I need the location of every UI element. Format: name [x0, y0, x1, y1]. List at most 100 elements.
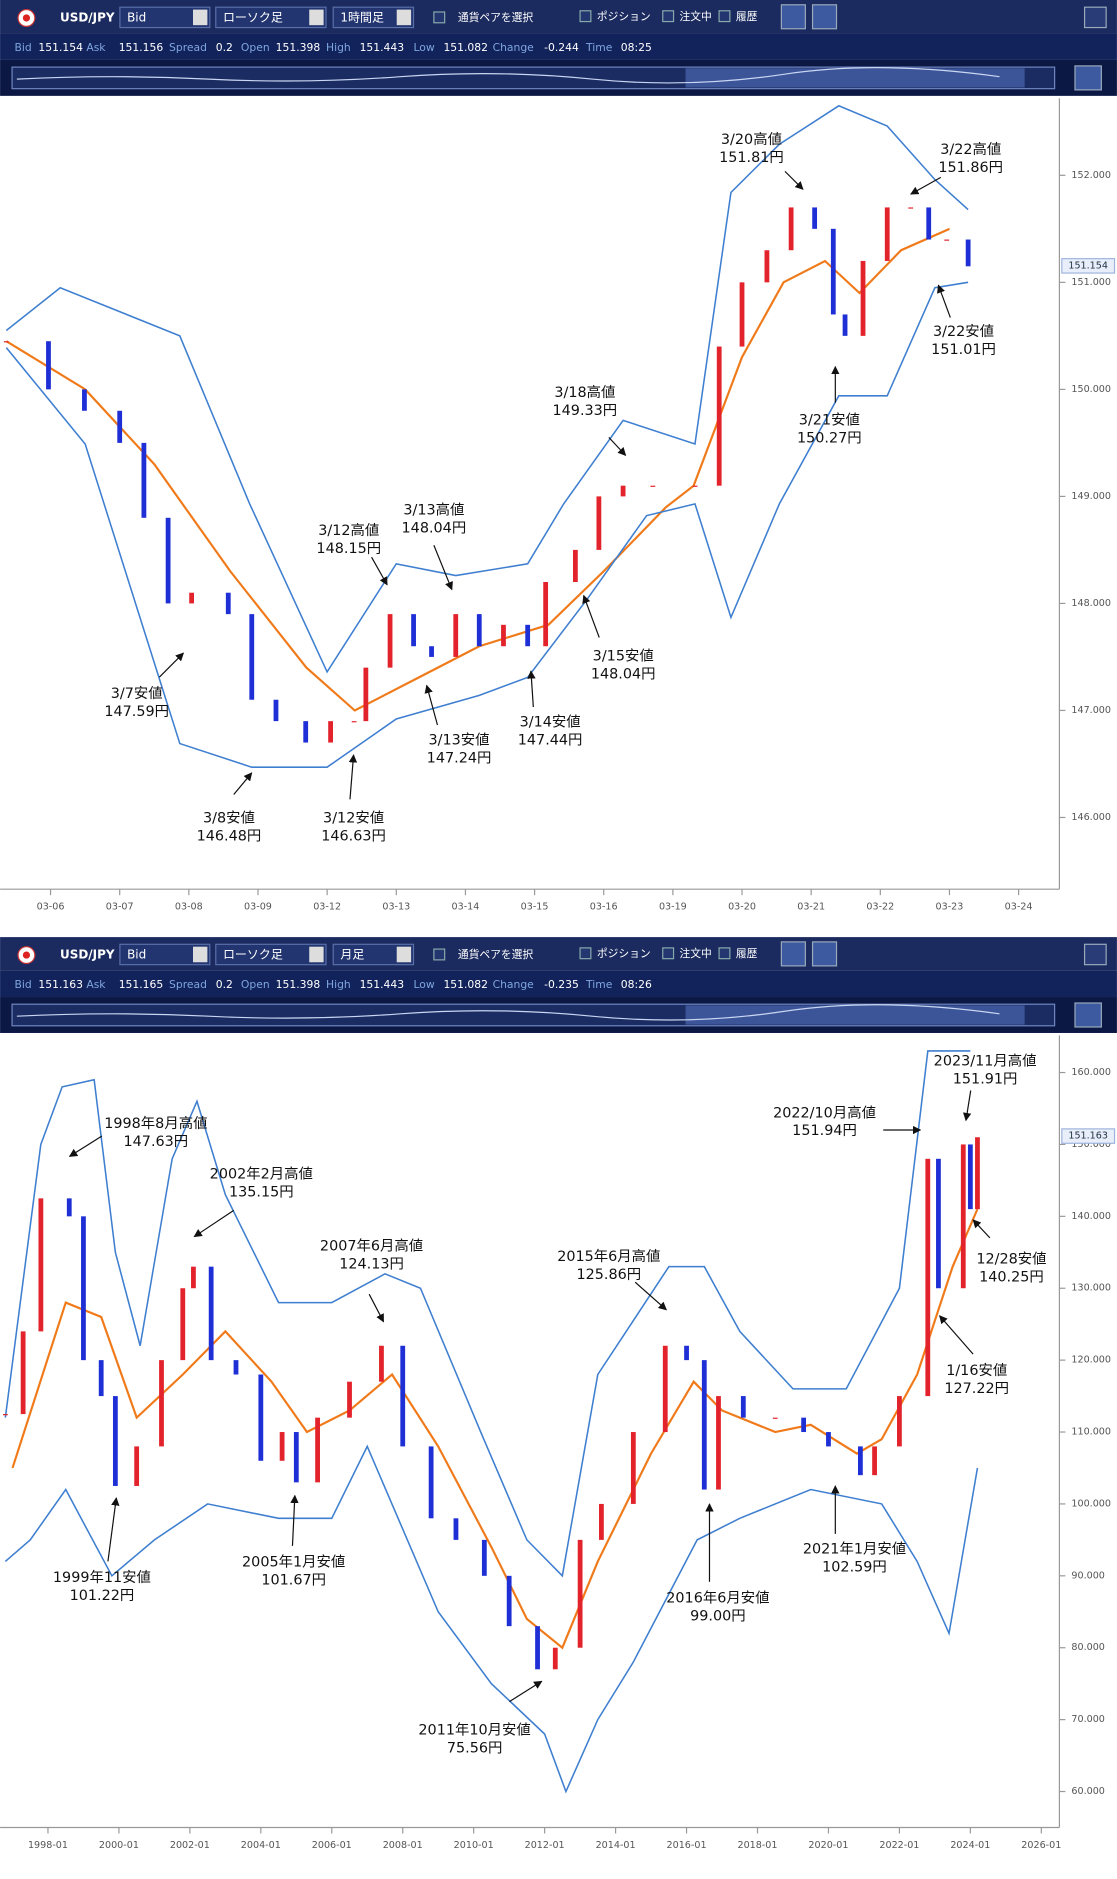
annotation: 124.13円 — [339, 1256, 404, 1272]
dropdown[interactable] — [215, 943, 327, 966]
checkbox[interactable] — [662, 947, 675, 960]
annotation-arrow — [107, 1497, 120, 1562]
candle — [535, 1626, 540, 1670]
annotation-arrow — [939, 1315, 974, 1355]
candle — [830, 228, 836, 315]
annotation: 151.91円 — [953, 1072, 1018, 1088]
candle — [66, 1198, 72, 1217]
navigator-thumb[interactable] — [685, 68, 1025, 88]
band-line — [4, 1050, 971, 1578]
candle — [249, 614, 255, 700]
annotation-arrow — [910, 176, 942, 195]
checkbox-label: ポジション — [597, 10, 651, 23]
quote-label: Ask — [86, 41, 106, 54]
dropdown-value: Bid — [127, 948, 146, 962]
corner-button[interactable] — [1083, 943, 1107, 966]
quote-value: -0.235 — [544, 978, 579, 991]
annotation-arrow — [371, 556, 388, 586]
candle — [596, 496, 602, 550]
candle — [764, 250, 770, 283]
candle — [481, 1539, 487, 1576]
corner-button[interactable] — [1083, 6, 1107, 29]
x-tick-label: 03-16 — [590, 902, 618, 913]
dropdown[interactable] — [332, 943, 415, 966]
candle — [506, 1575, 512, 1627]
zoom-button[interactable] — [1074, 1002, 1102, 1028]
checkbox[interactable] — [433, 11, 446, 24]
x-tick-label: 2026-01 — [1021, 1840, 1061, 1851]
candle — [826, 1432, 831, 1447]
candle — [273, 699, 279, 722]
pair-select: 通貨ペアを選択 — [458, 11, 534, 24]
checkbox[interactable] — [718, 10, 731, 23]
candle — [975, 1137, 980, 1210]
quote-value: 151.443 — [360, 978, 405, 991]
y-tick-label: 150.000 — [1071, 1139, 1111, 1150]
candle — [387, 614, 393, 668]
checkbox-label: 注文中 — [680, 947, 712, 960]
tool-button[interactable] — [811, 4, 838, 30]
quote-label: Bid — [14, 41, 31, 54]
checkbox[interactable] — [662, 10, 675, 23]
y-tick-label: 60.000 — [1071, 1786, 1105, 1797]
annotation: 135.15円 — [229, 1184, 294, 1200]
candle — [208, 1266, 214, 1361]
candle — [225, 592, 231, 615]
annotation: 3/15安値 — [593, 648, 654, 665]
annotation: 147.59円 — [104, 704, 169, 720]
tool-button[interactable] — [780, 4, 806, 30]
tool-button[interactable] — [780, 941, 806, 967]
candle — [965, 239, 971, 267]
candle — [857, 1446, 863, 1476]
y-tick-label: 148.000 — [1071, 598, 1111, 609]
dropdown[interactable] — [332, 6, 415, 29]
x-tick-label: 2008-01 — [383, 1840, 423, 1851]
x-tick-label: 2016-01 — [667, 1840, 707, 1851]
candle — [908, 207, 914, 209]
x-tick-label: 2024-01 — [950, 1840, 990, 1851]
candle — [363, 667, 369, 722]
dropdown[interactable] — [215, 6, 327, 29]
candle — [159, 1360, 164, 1447]
candle — [620, 485, 626, 497]
dropdown[interactable] — [119, 943, 211, 966]
candle — [112, 1396, 118, 1486]
candle — [476, 614, 482, 647]
dropdown-value: ローソク足 — [223, 10, 283, 24]
candle — [860, 260, 866, 336]
tool-button[interactable] — [811, 941, 838, 967]
annotation-arrow — [193, 1209, 235, 1238]
candle — [20, 1331, 26, 1415]
checkbox[interactable] — [579, 10, 592, 23]
quote-value: 151.082 — [443, 978, 488, 991]
candle — [501, 624, 506, 647]
checkbox[interactable] — [433, 948, 446, 961]
x-tick-label: 2012-01 — [525, 1840, 565, 1851]
candle — [98, 1360, 104, 1397]
checkbox-label: 履歴 — [736, 10, 758, 23]
dropdown-arrow — [193, 9, 208, 26]
annotation-arrow — [68, 1135, 103, 1157]
x-tick-label: 03-07 — [106, 902, 134, 913]
checkbox[interactable] — [579, 947, 592, 960]
quote-label: Ask — [86, 978, 106, 991]
band-line — [4, 1444, 979, 1794]
checkbox[interactable] — [718, 947, 731, 960]
navigator-preview — [16, 1004, 1000, 1021]
x-tick-label: 2018-01 — [737, 1840, 777, 1851]
candle — [772, 1417, 778, 1419]
band-line — [11, 1208, 979, 1650]
annotation-arrow — [962, 1090, 972, 1122]
x-tick-label: 2010-01 — [454, 1840, 494, 1851]
candle — [967, 1144, 973, 1210]
candle — [165, 517, 171, 604]
annotation-arrow — [608, 436, 627, 456]
dropdown[interactable] — [119, 6, 211, 29]
navigator-thumb[interactable] — [685, 1005, 1025, 1025]
zoom-button[interactable] — [1074, 65, 1102, 91]
annotation: 2011年10月安値 — [418, 1721, 530, 1738]
x-tick-label: 03-23 — [936, 902, 964, 913]
candle — [525, 624, 531, 647]
candle — [82, 389, 87, 411]
dropdown-arrow — [396, 946, 412, 963]
